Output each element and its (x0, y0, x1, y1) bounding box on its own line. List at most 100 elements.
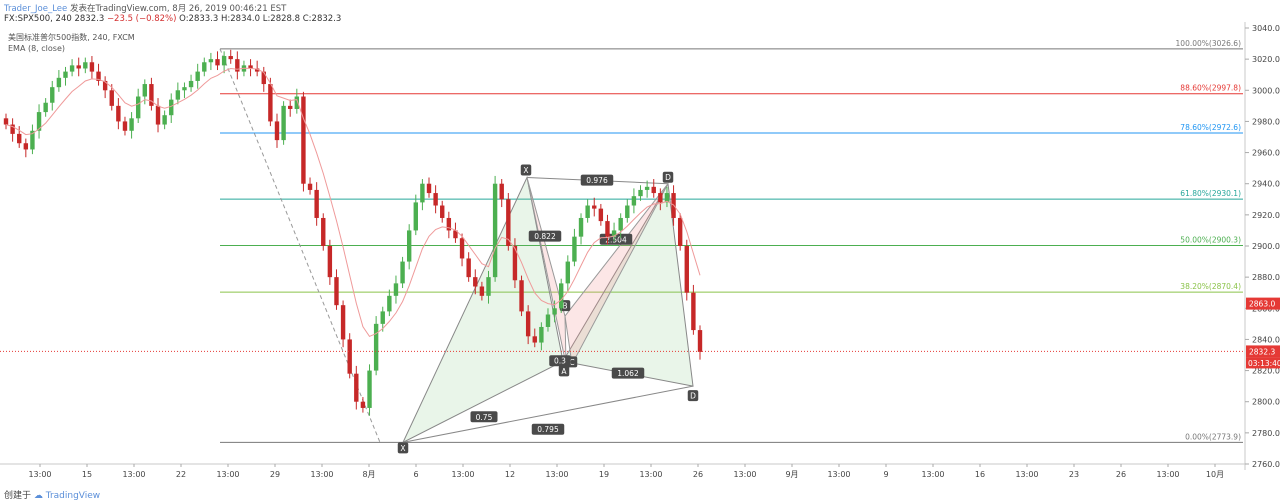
point-b: B (562, 302, 567, 311)
candle-body (169, 99, 174, 116)
candle-body (406, 230, 412, 262)
time-tick-label: 15 (82, 470, 92, 479)
time-tick-label: 13:00 (1156, 470, 1179, 479)
candle-body (426, 183, 432, 194)
price-tag (1246, 345, 1280, 358)
candle-body (651, 186, 656, 194)
candle-body (327, 246, 333, 278)
ratio-1-bg (580, 174, 614, 186)
ratio-2: 0.822 (534, 232, 556, 241)
candle-body (281, 105, 286, 141)
footer: 创建于 ☁ TradingView (4, 488, 100, 501)
point-d-top-bg (662, 171, 674, 183)
candle-body (400, 261, 405, 284)
price-tick-label: 2980.0 (1252, 117, 1280, 126)
candle-body (677, 217, 683, 246)
candle-body (691, 292, 696, 331)
ratio-7-bg (549, 355, 571, 367)
candle-body (492, 183, 498, 278)
time-tick-label: 10月 (1206, 470, 1224, 479)
candle-body (69, 65, 75, 72)
candle-body (228, 56, 233, 60)
time-tick-label: 13:00 (639, 470, 662, 479)
ratio-6: 1.062 (617, 369, 639, 378)
last-price: 2832.3 (74, 14, 105, 24)
candle-body (360, 401, 366, 408)
pattern-xd-line (402, 385, 694, 443)
candle-body (96, 71, 101, 81)
chart-header-line1: Trader_Joe_Lee 发表在TradingView.com, 8月 26… (4, 2, 286, 14)
candle-body (208, 59, 214, 63)
candle-body (17, 133, 22, 144)
candle-body (102, 80, 108, 91)
candle-body (539, 326, 544, 343)
tradingview-logo-icon: ☁ (33, 491, 43, 501)
candle-body (122, 121, 128, 131)
price-tag-label: 2863.0 (1249, 300, 1275, 309)
ratio-7: 0.3 (554, 357, 566, 366)
price-tick-label: 2940.0 (1252, 180, 1280, 189)
ratio-6-bg (611, 367, 645, 379)
inner-triangle-2 (564, 183, 669, 366)
candle-body (625, 205, 630, 218)
candle-body (83, 62, 88, 69)
time-tick-label: 13:00 (1015, 470, 1038, 479)
candle-body (605, 221, 610, 237)
candle-body (347, 339, 352, 374)
price-tick-label: 3040.0 (1252, 24, 1280, 33)
price-tick-label: 2880.0 (1252, 273, 1280, 282)
candle-body (466, 258, 471, 278)
candle-body (135, 96, 141, 119)
candle-body (89, 62, 95, 72)
candle-body (301, 96, 306, 184)
candle-body (684, 246, 689, 293)
time-tick-label: 26 (693, 470, 703, 479)
candle-body (188, 80, 194, 88)
candle-body (50, 87, 55, 103)
time-tick-label: 22 (176, 470, 186, 479)
candle-body (182, 87, 187, 91)
candle-body (149, 84, 154, 106)
ema-polyline (5, 67, 701, 338)
price-tick-label: 2920.0 (1252, 211, 1280, 220)
time-axis: 13:00 15 13:00 22 13:00 29 13:00 8月 6 13:00 12 13:0… (0, 463, 1245, 479)
candle-body (611, 230, 617, 237)
harmonic-pattern: X X D D A B C 0.976 0.822 2.504 0.75 0.795 1.062 0.3 (397, 164, 699, 454)
ratio-4-bg (470, 411, 498, 423)
time-tick-label: 6 (413, 470, 418, 479)
candle-body (129, 118, 134, 131)
candle-body (479, 286, 485, 296)
candle-body (644, 186, 650, 190)
price-tick-label: 2780.0 (1252, 429, 1280, 438)
ratio-5-bg (531, 423, 565, 435)
candle-body (36, 112, 42, 131)
candle-body (314, 189, 319, 218)
brand-text[interactable]: TradingView (45, 491, 101, 501)
time-tick-label: 9 (883, 470, 888, 479)
candle-body (340, 305, 346, 340)
price-axis-bg (1245, 22, 1280, 470)
price-chart[interactable]: 100.00%(3026.6) 88.60%(2997.8) 78.60%(2972… (0, 0, 1280, 484)
price-tick-label: 2840.0 (1252, 335, 1280, 344)
indicator-ema-label: EMA (8, close) (8, 44, 65, 53)
symbol-text: FX:SPX500, 240 (4, 14, 72, 24)
fib-retracement: 100.00%(3026.6) 88.60%(2997.8) 78.60%(2972… (219, 39, 1243, 443)
point-d-bg (687, 390, 699, 402)
candle-body (142, 84, 147, 97)
candle-body (248, 65, 253, 69)
time-tick-label: 13:00 (216, 470, 239, 479)
time-tick-label: 13:00 (545, 470, 568, 479)
ratio-1: 0.976 (586, 176, 608, 185)
candles (3, 49, 703, 416)
candle-body (433, 193, 438, 206)
author-link[interactable]: Trader_Joe_Lee (4, 4, 68, 14)
pattern-triangle-xab (401, 175, 564, 444)
candle-body (519, 280, 524, 312)
candle-body (618, 217, 623, 231)
published-text: 发表在TradingView.com, 8月 26, 2019 00:46:21… (69, 4, 287, 14)
time-tick-label: 26 (1116, 470, 1126, 479)
price-tag-label: 2832.3 (1249, 347, 1275, 356)
inner-triangle-1 (526, 177, 567, 365)
candle-body (155, 105, 161, 125)
candle-body (572, 236, 577, 262)
